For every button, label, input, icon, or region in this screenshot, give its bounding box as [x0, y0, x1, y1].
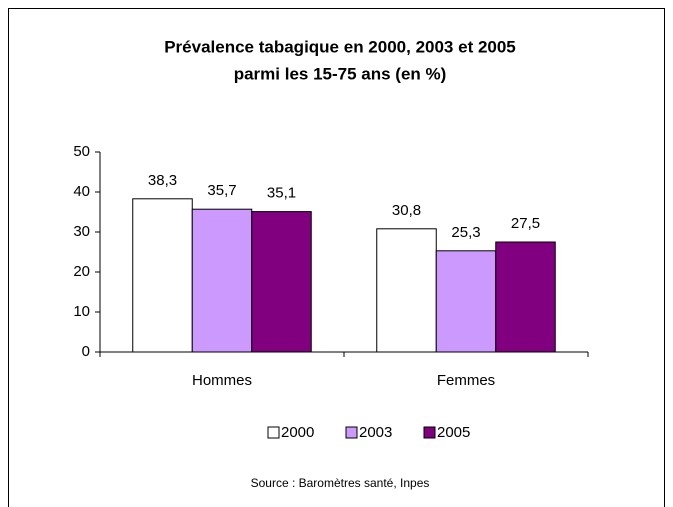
chart-title: Prévalence tabagique en 2000, 2003 et 20…: [164, 37, 516, 56]
bar: [251, 211, 312, 353]
value-label: 30,8: [392, 202, 421, 219]
y-tick-label: 30: [73, 223, 90, 240]
legend-swatch: [267, 426, 280, 439]
value-label: 35,7: [207, 182, 236, 199]
legend-swatch: [423, 426, 436, 439]
bar: [132, 198, 193, 353]
legend-swatch: [345, 426, 358, 439]
value-label: 25,3: [451, 224, 480, 241]
y-tick-label: 20: [73, 263, 90, 280]
source: Source : Baromètres santé, Inpes: [251, 476, 430, 490]
x-tick-label: Hommes: [192, 372, 252, 389]
y-tick-label: 40: [73, 183, 90, 200]
chart-title: parmi les 15-75 ans (en %): [234, 64, 447, 83]
bar: [191, 208, 253, 353]
y-tick-label: 0: [82, 343, 90, 360]
legend-label: 2003: [359, 424, 392, 441]
x-tick-label: Femmes: [437, 372, 495, 389]
bar: [435, 250, 497, 353]
value-label: 35,1: [267, 185, 296, 202]
y-tick-label: 50: [73, 143, 90, 160]
value-label: 38,3: [148, 172, 177, 189]
bar: [495, 241, 556, 353]
bar: [376, 228, 437, 353]
y-tick-label: 10: [73, 303, 90, 320]
legend-label: 2000: [281, 424, 314, 441]
value-label: 27,5: [511, 215, 540, 232]
legend-label: 2005: [437, 424, 470, 441]
